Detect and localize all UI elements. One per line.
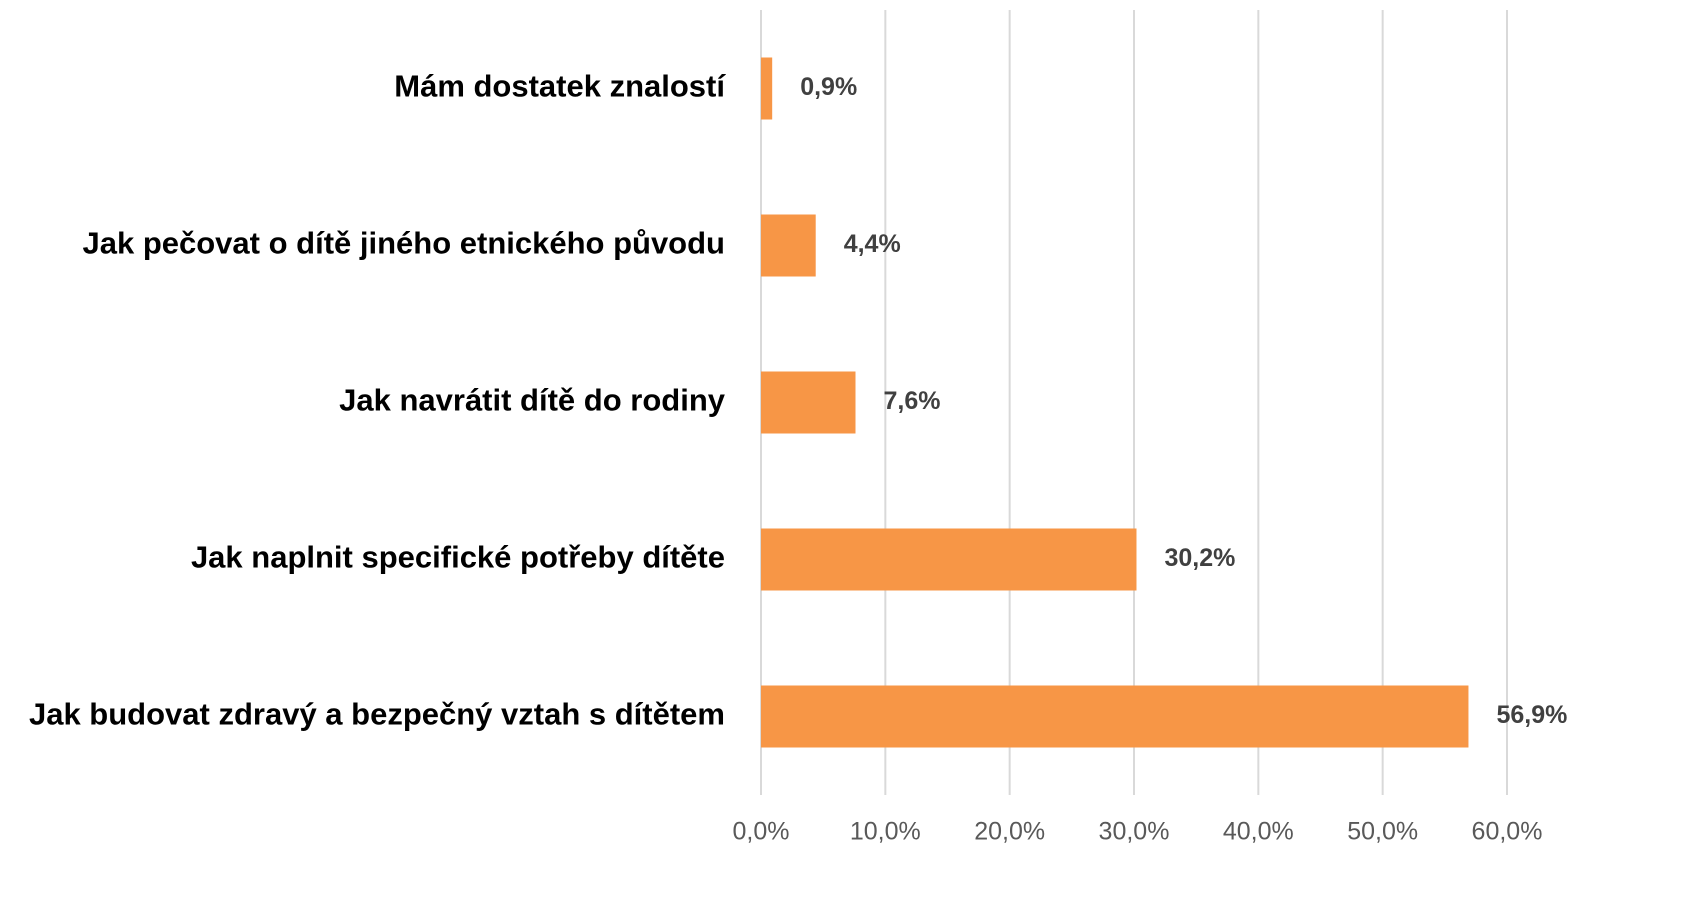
data-label: 56,9% [1496, 701, 1567, 729]
y-tick-label: Jak navrátit dítě do rodiny [339, 383, 726, 418]
x-tick-label: 30,0% [1099, 818, 1170, 846]
y-tick-label: Mám dostatek znalostí [394, 69, 726, 104]
data-label: 4,4% [844, 230, 901, 258]
bar [761, 685, 1469, 748]
y-tick-label: Jak naplnit specifické potřeby dítěte [191, 540, 725, 575]
data-label: 0,9% [800, 73, 857, 101]
y-tick-label: Jak budovat zdravý a bezpečný vztah s dí… [29, 697, 725, 732]
bar [761, 57, 773, 120]
data-label: 30,2% [1164, 544, 1235, 572]
y-tick-label: Jak pečovat o dítě jiného etnického půvo… [82, 226, 725, 261]
bar [761, 528, 1137, 591]
x-tick-label: 20,0% [974, 818, 1045, 846]
bar [761, 214, 816, 277]
x-tick-label: 10,0% [850, 818, 921, 846]
data-label: 7,6% [883, 387, 940, 415]
x-tick-label: 60,0% [1472, 818, 1543, 846]
bar [761, 371, 856, 434]
x-tick-label: 50,0% [1347, 818, 1418, 846]
x-tick-label: 40,0% [1223, 818, 1294, 846]
x-tick-label: 0,0% [733, 818, 790, 846]
